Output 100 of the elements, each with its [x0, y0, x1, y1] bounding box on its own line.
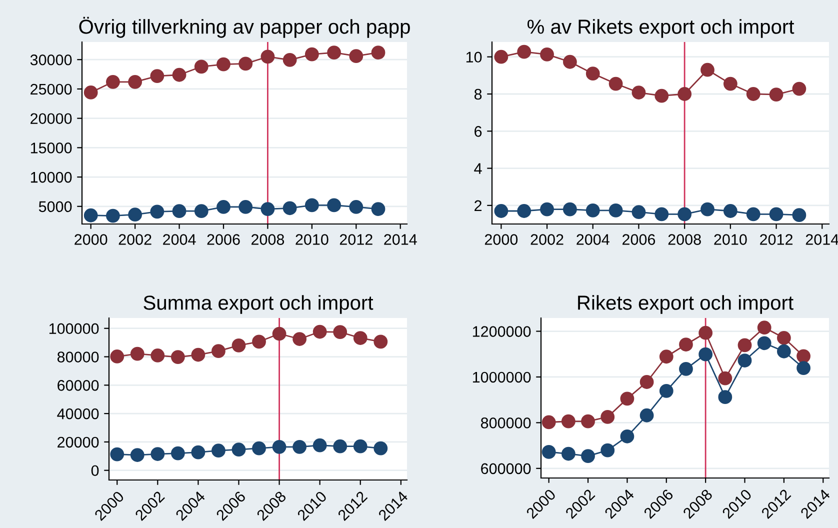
- point: [540, 48, 554, 62]
- chart-title: % av Rikets export och import: [527, 19, 794, 38]
- x-tick-label: 2010: [296, 234, 328, 245]
- point: [312, 438, 327, 452]
- point: [252, 441, 266, 456]
- point: [232, 338, 246, 352]
- y-tick-label: 80000: [57, 352, 99, 362]
- point: [374, 441, 388, 456]
- point: [586, 66, 600, 81]
- point: [106, 208, 120, 223]
- y-tick-label: 600000: [481, 463, 531, 474]
- point: [371, 46, 386, 60]
- y-tick-label: 40000: [57, 408, 99, 420]
- point: [128, 74, 142, 89]
- x-tick-label: 2004: [163, 234, 196, 245]
- point: [212, 444, 226, 458]
- point: [232, 442, 246, 457]
- point: [170, 446, 185, 460]
- point: [738, 354, 752, 368]
- point: [84, 208, 98, 222]
- point: [718, 371, 732, 386]
- point: [718, 390, 732, 404]
- y-tick-label: 100000: [49, 323, 99, 334]
- x-tick-label: 2000: [74, 234, 108, 245]
- point: [327, 198, 341, 212]
- point: [608, 204, 623, 218]
- point: [292, 332, 307, 346]
- y-tick-label: 15000: [30, 142, 72, 154]
- x-tick-label: 2012: [340, 234, 372, 245]
- point: [216, 57, 230, 72]
- point: [723, 76, 738, 91]
- y-tick-label: 4: [474, 163, 482, 174]
- point: [238, 56, 253, 71]
- point: [374, 334, 388, 349]
- y-tick-label: 1000000: [472, 372, 531, 383]
- point: [517, 204, 532, 218]
- point: [640, 408, 654, 422]
- point: [349, 200, 364, 214]
- point: [260, 202, 275, 216]
- point: [776, 330, 791, 345]
- point: [654, 88, 669, 103]
- y-tick-label: 2: [474, 200, 482, 211]
- x-tick-label: 2010: [714, 234, 747, 245]
- point: [561, 446, 576, 461]
- point: [371, 202, 386, 216]
- point: [172, 68, 186, 82]
- point: [561, 414, 576, 428]
- y-tick-label: 10: [466, 52, 482, 63]
- point: [632, 86, 646, 100]
- point: [769, 88, 784, 102]
- point: [769, 207, 784, 222]
- y-tick-label: 800000: [480, 418, 531, 428]
- point: [130, 448, 144, 462]
- point: [150, 447, 165, 461]
- point: [600, 410, 615, 424]
- point: [130, 346, 144, 361]
- x-tick-label: 2002: [118, 234, 152, 245]
- point: [333, 325, 348, 339]
- chart-title: Summa export och import: [144, 295, 374, 314]
- point: [581, 449, 595, 463]
- point: [194, 60, 208, 74]
- point: [776, 344, 791, 358]
- point: [304, 47, 319, 62]
- chart-title: Övrig tillverkning av papper och papp: [79, 16, 410, 38]
- point: [110, 447, 124, 462]
- x-tick-label: 2006: [622, 234, 656, 245]
- point: [333, 439, 348, 454]
- x-tick-label: 2006: [207, 234, 240, 245]
- point: [757, 336, 772, 350]
- point: [746, 87, 760, 101]
- point: [282, 201, 297, 216]
- point: [216, 200, 230, 214]
- point: [282, 52, 297, 67]
- point: [110, 350, 124, 364]
- point: [678, 207, 692, 222]
- point: [608, 76, 623, 91]
- x-tick-label: 2014: [384, 234, 417, 245]
- y-tick-label: 60000: [58, 380, 99, 391]
- y-tick-label: 25000: [30, 84, 72, 95]
- point: [172, 204, 186, 218]
- point: [260, 50, 275, 64]
- point: [494, 204, 508, 218]
- point: [632, 205, 646, 220]
- point: [150, 69, 164, 83]
- point: [679, 362, 693, 376]
- point: [723, 204, 738, 218]
- x-tick-label: 2012: [760, 234, 792, 245]
- point: [212, 344, 226, 358]
- point: [238, 200, 253, 214]
- point: [738, 338, 752, 352]
- chart-title: Rikets export och import: [578, 295, 794, 314]
- point: [353, 331, 368, 345]
- x-tick-label: 2008: [668, 234, 701, 245]
- point: [150, 348, 165, 362]
- point: [517, 44, 532, 59]
- y-tick-label: 20000: [30, 113, 72, 124]
- point: [563, 54, 577, 69]
- point: [304, 198, 319, 212]
- x-tick-label: 2008: [251, 234, 284, 245]
- point: [792, 82, 806, 96]
